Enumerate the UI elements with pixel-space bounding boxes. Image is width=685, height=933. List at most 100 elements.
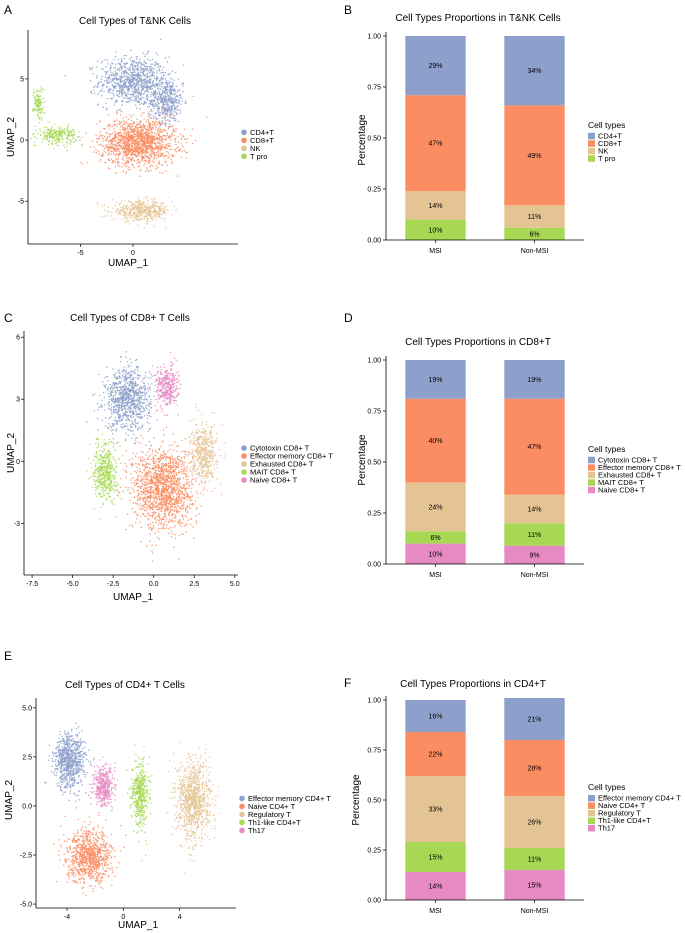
cell-point xyxy=(133,370,135,372)
cell-point xyxy=(161,117,163,119)
cell-point xyxy=(167,151,169,154)
cell-point xyxy=(129,378,132,381)
cell-point xyxy=(174,120,177,122)
cell-point xyxy=(173,115,176,118)
cell-point xyxy=(124,154,127,157)
cell-point xyxy=(139,58,141,60)
cell-point xyxy=(120,425,122,428)
cell-point xyxy=(164,403,167,406)
cell-point xyxy=(140,82,142,85)
cell-point xyxy=(132,212,135,215)
cell-point xyxy=(149,388,151,390)
cell-point xyxy=(121,141,124,143)
cell-point xyxy=(157,382,160,385)
cell-point xyxy=(164,56,167,59)
cell-point xyxy=(131,386,133,389)
cell-point xyxy=(138,164,140,167)
cell-point xyxy=(123,127,126,129)
cell-point xyxy=(100,158,102,161)
cell-point xyxy=(107,150,109,152)
cell-point xyxy=(125,145,127,147)
cell-point xyxy=(143,387,145,390)
cell-point xyxy=(143,227,146,229)
cell-point xyxy=(57,135,59,137)
cell-point xyxy=(112,411,115,413)
cell-point xyxy=(149,212,151,215)
cell-point xyxy=(161,510,163,513)
cell-point xyxy=(155,117,157,119)
cell-point xyxy=(134,369,137,371)
cell-point xyxy=(115,112,118,115)
cell-point xyxy=(108,152,110,154)
cell-point xyxy=(141,75,143,78)
y-tick-label: 5 xyxy=(20,76,24,83)
cell-point xyxy=(123,380,125,382)
cell-point xyxy=(147,217,149,220)
cell-point xyxy=(37,95,39,97)
cell-point xyxy=(93,86,95,88)
cell-point xyxy=(144,53,147,56)
cell-point xyxy=(163,148,166,150)
cell-point xyxy=(164,72,167,74)
cell-point xyxy=(147,203,149,205)
cell-point xyxy=(116,74,118,77)
cell-point xyxy=(86,421,88,423)
cell-point xyxy=(148,214,151,216)
cell-point xyxy=(125,137,128,139)
cell-point xyxy=(100,78,103,80)
cell-point xyxy=(156,62,158,65)
cell-point xyxy=(120,211,122,213)
cell-point xyxy=(135,99,137,101)
cell-point xyxy=(144,155,147,158)
cell-point xyxy=(95,66,98,68)
cell-point xyxy=(66,130,69,132)
cell-point xyxy=(153,225,156,227)
cell-point xyxy=(172,385,175,387)
cell-point xyxy=(129,425,132,428)
cell-point xyxy=(132,125,134,128)
cell-point xyxy=(119,417,121,420)
cell-point xyxy=(161,143,164,146)
cell-point xyxy=(121,218,123,221)
cell-point xyxy=(143,92,146,94)
cell-point xyxy=(151,216,154,218)
cell-point xyxy=(53,147,55,150)
cell-point xyxy=(128,99,131,102)
cell-point xyxy=(160,71,162,74)
cell-point xyxy=(90,91,92,93)
cell-point xyxy=(109,125,112,128)
cell-point xyxy=(126,93,129,95)
cell-point xyxy=(105,108,108,111)
cell-point xyxy=(144,163,146,165)
cell-point xyxy=(123,55,126,57)
cell-point xyxy=(129,78,131,80)
cell-point xyxy=(130,208,132,210)
cell-point xyxy=(168,94,171,97)
cell-point xyxy=(123,371,125,373)
cell-point xyxy=(170,90,173,93)
cell-point xyxy=(164,383,166,385)
cell-point xyxy=(128,393,130,395)
cell-point xyxy=(48,121,50,124)
cell-point xyxy=(123,130,126,133)
cell-point xyxy=(126,425,128,427)
cell-point xyxy=(124,211,127,213)
cell-point xyxy=(112,73,115,76)
cell-point xyxy=(129,126,131,128)
cell-point xyxy=(131,397,134,400)
cell-point xyxy=(116,398,119,401)
panel-letter-c: C xyxy=(4,311,13,325)
cell-point xyxy=(121,370,123,373)
cell-point xyxy=(132,415,135,418)
cell-point xyxy=(104,76,107,78)
cell-point xyxy=(173,154,175,157)
cell-point xyxy=(168,155,170,158)
cell-point xyxy=(115,411,118,413)
legend-swatch xyxy=(588,132,595,140)
cell-point xyxy=(165,137,167,139)
cell-point xyxy=(146,72,149,75)
cell-point xyxy=(162,101,164,103)
cell-point xyxy=(47,143,50,146)
cell-point xyxy=(114,398,117,401)
legend-swatch xyxy=(588,155,595,162)
